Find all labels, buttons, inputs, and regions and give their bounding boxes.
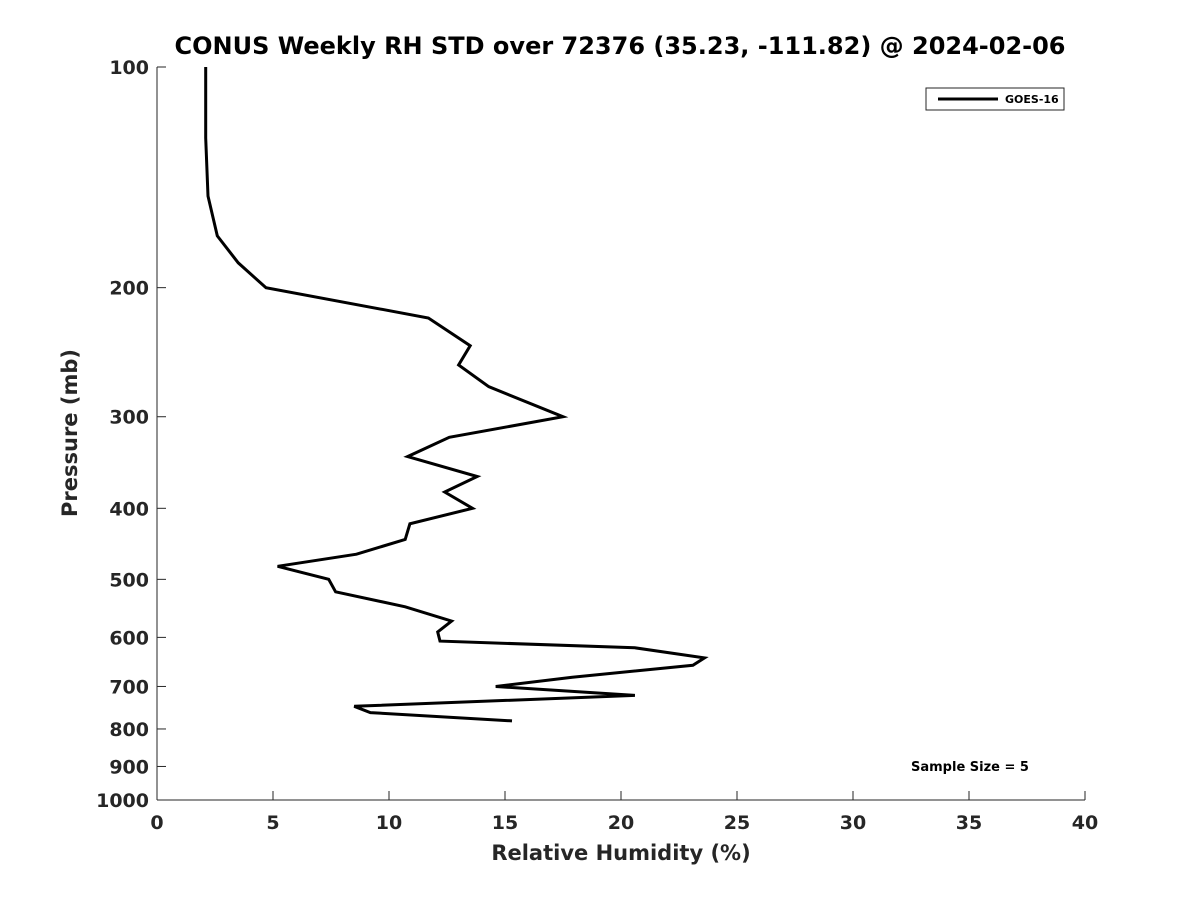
y-tick-label: 900 — [109, 756, 149, 778]
y-tick-label: 100 — [109, 57, 149, 79]
x-tick-label: 20 — [608, 812, 634, 834]
y-tick-label: 500 — [109, 569, 149, 591]
x-tick-label: 30 — [840, 812, 866, 834]
y-tick-label: 300 — [109, 407, 149, 429]
chart-title: CONUS Weekly RH STD over 72376 (35.23, -… — [174, 32, 1065, 60]
sample-size-annotation: Sample Size = 5 — [911, 760, 1029, 775]
x-tick-label: 40 — [1072, 812, 1098, 834]
plot-area — [157, 67, 1085, 800]
x-tick-label: 10 — [376, 812, 402, 834]
legend-label-goes-16: GOES-16 — [1005, 93, 1059, 106]
y-axis-label: Pressure (mb) — [58, 349, 82, 517]
y-tick-label: 200 — [109, 278, 149, 300]
y-tick-label: 1000 — [96, 790, 149, 812]
axis-ticks: 0 5 10 15 20 25 30 35 40 100 200 300 400 500 600 700 800… — [96, 57, 1098, 834]
y-tick-label: 700 — [109, 676, 149, 698]
series-layer — [204, 67, 709, 723]
x-tick-label: 0 — [150, 812, 163, 834]
x-tick-label: 35 — [956, 812, 982, 834]
x-axis-label: Relative Humidity (%) — [491, 841, 750, 865]
legend: GOES-16 — [925, 87, 1065, 111]
x-tick-label: 15 — [492, 812, 518, 834]
series-line-goes-16 — [204, 67, 709, 723]
y-tick-label: 800 — [109, 719, 149, 741]
x-tick-label: 25 — [724, 812, 750, 834]
y-tick-label: 400 — [109, 498, 149, 520]
x-tick-label: 5 — [266, 812, 279, 834]
y-tick-label: 600 — [109, 627, 149, 649]
